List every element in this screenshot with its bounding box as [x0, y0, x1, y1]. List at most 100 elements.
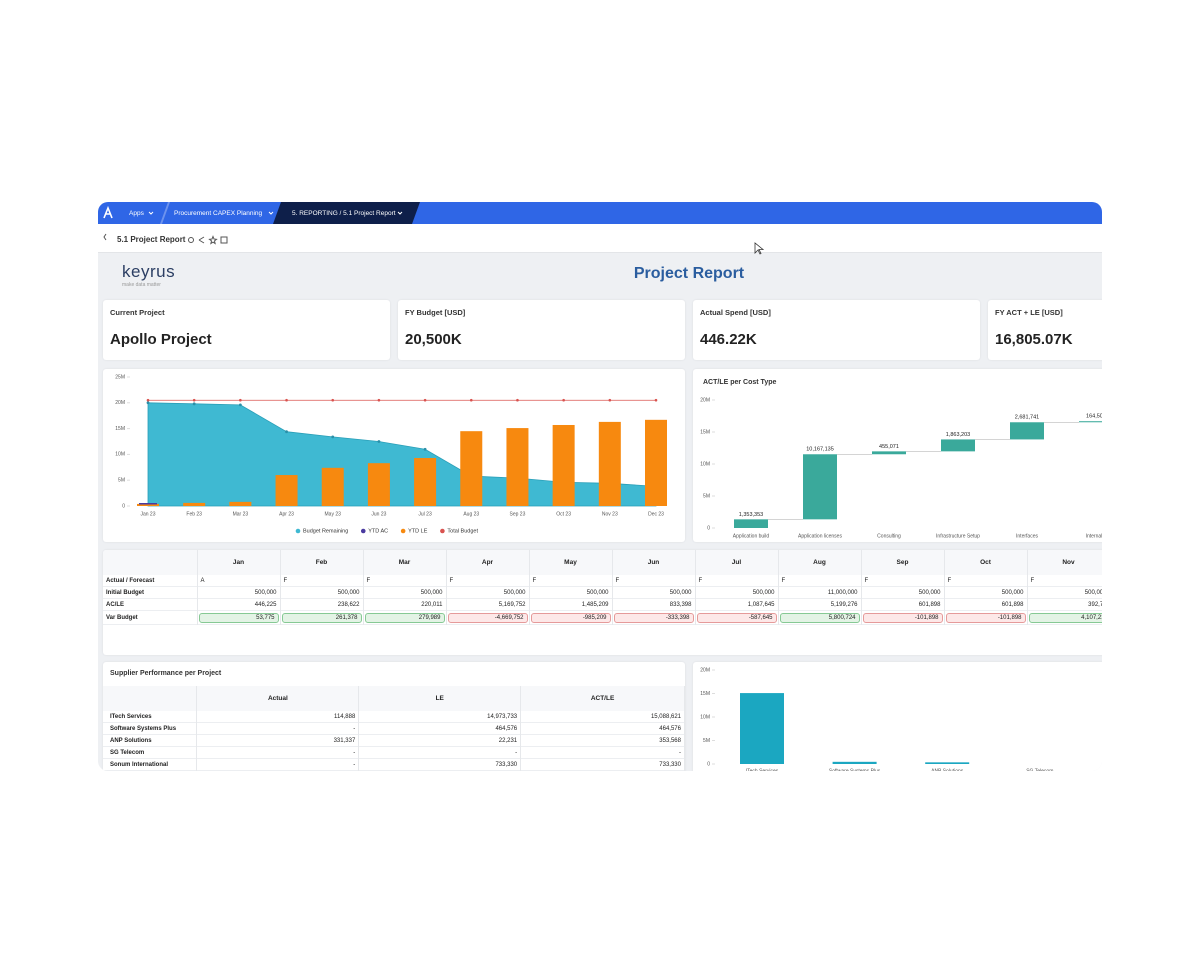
- kpi-card: FY ACT + LE [USD] 16,805.07K: [988, 300, 1102, 360]
- cell: F: [695, 575, 779, 587]
- share-icon[interactable]: [198, 236, 205, 244]
- variance-pill: 4,107,21: [1028, 612, 1102, 623]
- line-point: [562, 398, 565, 402]
- bar: [414, 458, 437, 506]
- cell: 500,000: [944, 586, 1028, 599]
- table-row: Var Budget 53,775 261,378 279,989 -4,669,752…: [103, 610, 1102, 625]
- line-point: [423, 398, 427, 402]
- corner-cell: [103, 686, 198, 711]
- nav-item[interactable]: Apps: [129, 210, 144, 217]
- column-header: Sep: [861, 550, 945, 575]
- nav-sep: [160, 202, 170, 224]
- kpi-value: 446.22K: [700, 331, 757, 348]
- y-tick-label: 10M: [115, 452, 125, 458]
- cell: 733,330: [520, 758, 685, 771]
- cell: 464,576: [520, 722, 685, 735]
- x-tick-label: Application build: [733, 533, 770, 539]
- value-label: 1,863,203: [946, 432, 970, 438]
- kpi-label: Current Project: [110, 308, 165, 317]
- variance-pill: 261,378: [281, 612, 362, 623]
- x-tick-label: Software Systems Plus: [829, 768, 881, 771]
- row-header: Sonum International: [103, 758, 198, 771]
- bar: [275, 475, 298, 506]
- budget-chart: 0 5M 10M 15M 20M 25M Jan 23 Feb 23 Mar 23 Apr 23 M…: [115, 374, 667, 534]
- kpi-card: FY Budget [USD] 20,500K: [398, 300, 685, 360]
- nav-decor: [103, 202, 420, 224]
- x-tick-label: Nov 23: [602, 511, 618, 517]
- line-point: [469, 398, 473, 402]
- variance-pill: 53,775: [198, 612, 279, 623]
- bar: [740, 693, 784, 764]
- app-logo[interactable]: [103, 205, 113, 219]
- cell: 500,000: [529, 586, 613, 599]
- x-tick-label: ANP Solutions: [931, 768, 964, 771]
- cell: 500,000: [363, 586, 447, 599]
- y-tick-label: 5M: [703, 738, 710, 744]
- app-window: Apps Procurement CAPEX Planning 5. REPOR…: [98, 202, 1102, 771]
- table-row: AC/LE 446,225 238,622 220,011 5,169,752 1,485…: [103, 598, 1102, 611]
- area-point: [238, 403, 242, 407]
- cell: 500,000: [446, 586, 530, 599]
- row-header: Var Budget: [103, 610, 198, 625]
- cell: 14,973,733: [358, 711, 522, 723]
- row-header: ANP Solutions: [103, 734, 198, 747]
- cell: -: [358, 746, 522, 759]
- cell: 833,398: [612, 598, 696, 611]
- cell: 1,485,209: [529, 598, 613, 611]
- cell: -101,898: [861, 610, 945, 625]
- line-point: [239, 398, 242, 402]
- x-tick-label: Aug 23: [463, 511, 479, 517]
- cell: 500,000: [1027, 586, 1102, 599]
- bar: [645, 419, 667, 506]
- legend-swatch: [400, 528, 406, 534]
- x-tick-label: Dec 23: [648, 511, 664, 517]
- panel-title: Supplier Performance per Project: [110, 670, 222, 677]
- legend-label: Budget Remaining: [303, 528, 348, 534]
- cell: 464,576: [358, 722, 522, 735]
- bar: [552, 424, 575, 506]
- cell: 220,011: [363, 598, 447, 611]
- refresh-icon[interactable]: [188, 237, 194, 243]
- back-button[interactable]: [103, 233, 107, 241]
- cell: 261,378: [280, 610, 364, 625]
- x-tick-label: Internal p: [1086, 533, 1102, 539]
- line-point: [285, 398, 288, 402]
- cell: 392,79: [1027, 598, 1102, 611]
- cell: 500,000: [861, 586, 945, 599]
- cell: F: [944, 575, 1028, 587]
- x-tick-label: Apr 23: [279, 511, 294, 517]
- nav-item[interactable]: Procurement CAPEX Planning: [174, 210, 263, 217]
- cell: -: [196, 746, 360, 759]
- cell: F: [861, 575, 945, 587]
- kpi-label: FY ACT + LE [USD]: [995, 308, 1063, 317]
- x-tick-label: Application licenses: [798, 533, 842, 539]
- column-header: Apr: [446, 550, 530, 575]
- legend-swatch: [360, 528, 366, 534]
- logo: keyrus make data matter: [122, 262, 175, 288]
- legend-label: YTD AC: [368, 528, 388, 534]
- column-header: Jul: [695, 550, 779, 575]
- toolbar-icons: [103, 233, 228, 245]
- header-row: Actual LE ACT/LE: [103, 686, 685, 711]
- legend-swatch: [295, 528, 301, 534]
- variance-pill: -4,669,752: [447, 612, 528, 623]
- cell: 11,000,000: [778, 586, 862, 599]
- cell: 331,337: [196, 734, 360, 747]
- row-header: Software Systems Plus: [103, 722, 198, 735]
- cell: 446,225: [197, 598, 281, 611]
- favorite-icon[interactable]: [208, 235, 218, 245]
- x-tick-label: Mar 23: [233, 511, 249, 517]
- value-label: 1,353,353: [739, 512, 763, 518]
- chevrons: [148, 211, 403, 215]
- supplier-chart-panel: 0 5M 10M 15M 20M ITech Services Software Syste…: [693, 662, 1102, 771]
- cost-type-chart: ACT/LE per Cost Type 0 5M 10M 15M 20M 1,353,35…: [700, 379, 1102, 539]
- y-tick-label: 0: [122, 503, 125, 509]
- column-header: Feb: [280, 550, 364, 575]
- y-tick-label: 20M: [115, 400, 125, 406]
- expand-icon[interactable]: [220, 236, 228, 244]
- waterfall-bar: [734, 519, 768, 528]
- x-tick-label: Jun 23: [371, 511, 386, 517]
- row-header: Actual / Forecast: [103, 575, 198, 587]
- nav-item[interactable]: 5. REPORTING / 5.1 Project Report: [292, 210, 396, 217]
- variance-pill: -333,398: [613, 612, 694, 623]
